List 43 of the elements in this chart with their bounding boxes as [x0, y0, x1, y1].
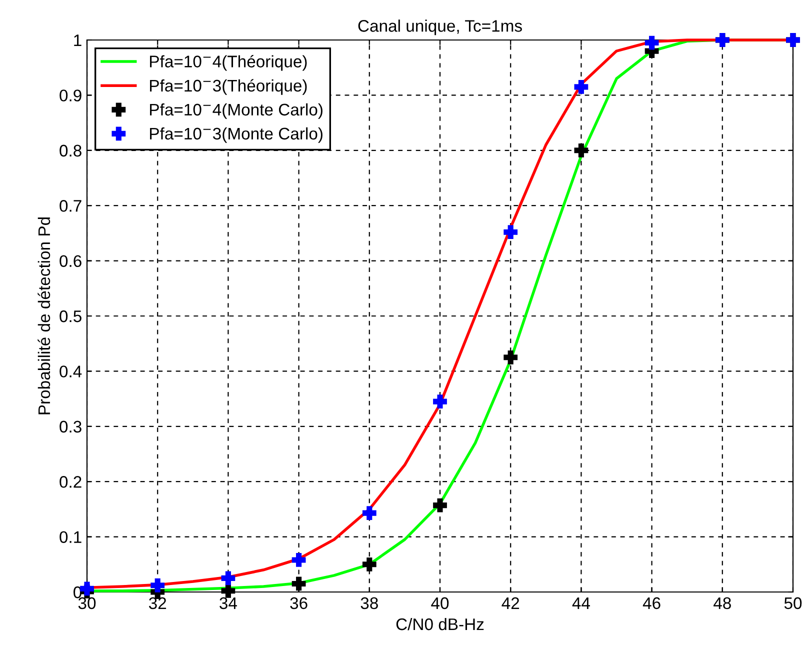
y-tick-label: 0.8 — [60, 144, 82, 157]
x-axis-title: C/N0 dB-Hz — [396, 618, 484, 630]
chart-title: Canal unique, Tc=1ms — [358, 20, 522, 36]
point — [362, 557, 376, 572]
y-axis-title: Probabilité de détection Pd — [38, 217, 50, 414]
x-tick-label: 38 — [360, 597, 378, 610]
legend-label: Pfa=10$^{−}$3(Théorique) — [150, 79, 307, 95]
x-tick-label: 30 — [78, 597, 96, 610]
legend-label: Pfa=10$^{−}$3(Monte Carlo) — [150, 127, 322, 143]
point — [221, 584, 236, 598]
point — [433, 498, 447, 512]
x-tick-label: 36 — [290, 597, 308, 610]
x-tick-label: 34 — [220, 597, 237, 610]
point — [574, 143, 588, 158]
y-tick-label: 0.6 — [60, 255, 82, 268]
x-tick-label: 42 — [502, 597, 520, 609]
x-tick-label: 40 — [431, 597, 449, 610]
y-tick-label: 0.4 — [60, 366, 82, 378]
point — [644, 36, 659, 50]
point — [362, 506, 376, 520]
legend-label: Pfa=10$^{−}$4(Monte Carlo) — [150, 103, 322, 119]
point — [150, 578, 165, 592]
point — [80, 582, 94, 596]
x-tick-label: 46 — [642, 597, 660, 610]
y-tick-label: 0.2 — [60, 476, 82, 488]
x-tick-label: 32 — [148, 597, 166, 610]
point — [433, 394, 447, 409]
point — [504, 350, 518, 364]
y-tick-label: 0.3 — [60, 420, 82, 433]
x-tick-label: 50 — [784, 597, 802, 610]
point — [221, 571, 236, 586]
x-tick-label: 48 — [714, 597, 731, 610]
y-tick-label: 0.1 — [60, 531, 82, 544]
point — [292, 576, 306, 591]
legend-label: Pfa=10$^{−}$4(Théorique) — [150, 55, 307, 71]
y-tick-label: 1 — [74, 34, 82, 46]
point — [574, 80, 588, 94]
y-tick-label: 0.9 — [60, 90, 82, 102]
point — [504, 225, 518, 240]
x-tick-label: 44 — [572, 597, 590, 609]
y-tick-label: 0.7 — [60, 200, 82, 212]
y-tick-label: 0.5 — [60, 310, 82, 322]
point — [292, 553, 306, 567]
